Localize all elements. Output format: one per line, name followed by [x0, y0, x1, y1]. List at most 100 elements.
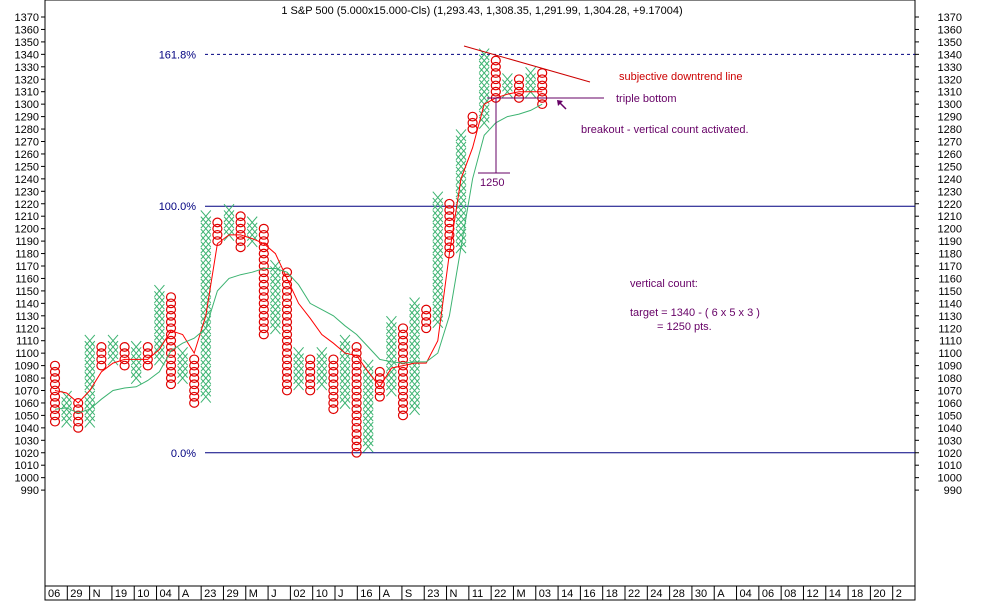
y-tick-label: 1290: [15, 112, 39, 124]
x-mark-stroke: [409, 322, 420, 335]
y-tick-label: 1320: [15, 74, 39, 86]
x-tick-label: 29: [70, 588, 82, 600]
y-tick-label-right: 1020: [938, 448, 962, 460]
x-mark: [386, 315, 397, 329]
o-mark: [235, 223, 246, 234]
o-mark: [490, 80, 501, 91]
x-mark-stroke: [154, 347, 165, 360]
o-mark: [235, 236, 246, 247]
x-mark-stroke: [525, 73, 536, 86]
y-tick-label: 1170: [15, 261, 39, 273]
y-axis-left: 9901000101010201030104010501060107010801…: [15, 12, 45, 497]
x-mark: [293, 347, 304, 360]
o-mark: [258, 279, 269, 290]
x-mark: [84, 340, 96, 354]
x-mark: [223, 210, 235, 223]
o-mark: [351, 416, 362, 427]
o-column: [351, 342, 362, 458]
o-mark: [305, 354, 316, 365]
x-tick-label: S: [405, 588, 412, 600]
o-mark: [374, 366, 385, 377]
x-mark: [432, 266, 444, 279]
x-mark-stroke: [84, 347, 96, 360]
x-mark-stroke: [409, 371, 420, 385]
x-mark-stroke: [362, 427, 374, 441]
triple-bottom-label: triple bottom: [616, 93, 677, 105]
y-tick-label-right: 1070: [938, 386, 962, 398]
x-mark-stroke: [409, 347, 420, 360]
x-mark: [61, 390, 72, 403]
x-mark-stroke: [200, 378, 212, 391]
x-mark-stroke: [386, 384, 397, 397]
x-mark: [386, 347, 397, 360]
x-mark: [409, 365, 420, 378]
x-mark: [130, 340, 142, 354]
x-mark: [270, 315, 281, 329]
x-mark: [154, 284, 165, 298]
x-tick-label: 22: [494, 588, 506, 600]
y-tick-label-right: 1240: [938, 174, 962, 186]
x-mark-stroke: [200, 340, 212, 354]
x-mark: [316, 371, 328, 385]
o-mark: [328, 360, 339, 371]
x-tick-label: 10: [137, 588, 149, 600]
x-mark-stroke: [154, 290, 165, 304]
y-tick-label: 1350: [15, 37, 39, 49]
x-mark-stroke: [223, 203, 235, 217]
o-mark: [444, 236, 455, 247]
x-mark: [409, 334, 420, 347]
x-mark: [154, 340, 165, 354]
o-mark: [281, 354, 293, 365]
x-mark-stroke: [478, 48, 490, 61]
x-mark-stroke: [84, 365, 96, 378]
x-mark: [270, 284, 281, 298]
o-column: [421, 304, 432, 334]
x-mark-stroke: [293, 365, 304, 378]
o-column: [490, 55, 501, 103]
y-tick-label-right: 1050: [938, 410, 962, 422]
o-mark: [258, 304, 269, 315]
x-mark-stroke: [432, 222, 444, 235]
x-mark-stroke: [177, 353, 188, 366]
x-mark-stroke: [339, 378, 351, 391]
o-mark: [281, 342, 293, 352]
y-tick-label: 1360: [15, 24, 39, 36]
y-tick-label: 1210: [15, 211, 39, 223]
x-tick-label: A: [383, 588, 391, 600]
o-mark: [165, 335, 177, 346]
x-mark-stroke: [270, 297, 281, 310]
o-mark: [397, 385, 409, 396]
x-mark-stroke: [200, 247, 212, 260]
x-mark: [200, 371, 212, 385]
x-mark-stroke: [270, 266, 281, 279]
o-mark: [397, 342, 409, 352]
o-mark: [490, 61, 501, 72]
y-tick-label: 1060: [15, 398, 39, 410]
o-mark: [351, 354, 362, 365]
y-tick-label: 1090: [15, 361, 39, 373]
x-mark: [409, 384, 420, 397]
x-mark: [478, 66, 490, 80]
y-tick-label: 1040: [15, 423, 39, 435]
x-mark-stroke: [154, 340, 165, 354]
x-mark: [200, 303, 212, 316]
o-mark: [189, 373, 200, 383]
x-mark: [154, 328, 165, 341]
x-mark-stroke: [432, 228, 444, 242]
x-mark: [409, 347, 420, 360]
o-mark: [281, 273, 293, 284]
o-mark: [444, 248, 455, 259]
x-column: [270, 259, 281, 335]
o-mark: [351, 429, 362, 439]
x-mark-stroke: [223, 222, 235, 235]
o-mark: [49, 360, 61, 371]
x-mark-stroke: [84, 340, 96, 354]
o-mark: [73, 404, 84, 415]
o-mark: [351, 435, 362, 446]
x-column: [130, 340, 142, 385]
x-mark-stroke: [455, 210, 467, 223]
x-mark-stroke: [478, 85, 490, 98]
o-mark: [258, 298, 269, 309]
x-tick-label: 16: [583, 588, 595, 600]
x-mark-stroke: [130, 359, 142, 372]
